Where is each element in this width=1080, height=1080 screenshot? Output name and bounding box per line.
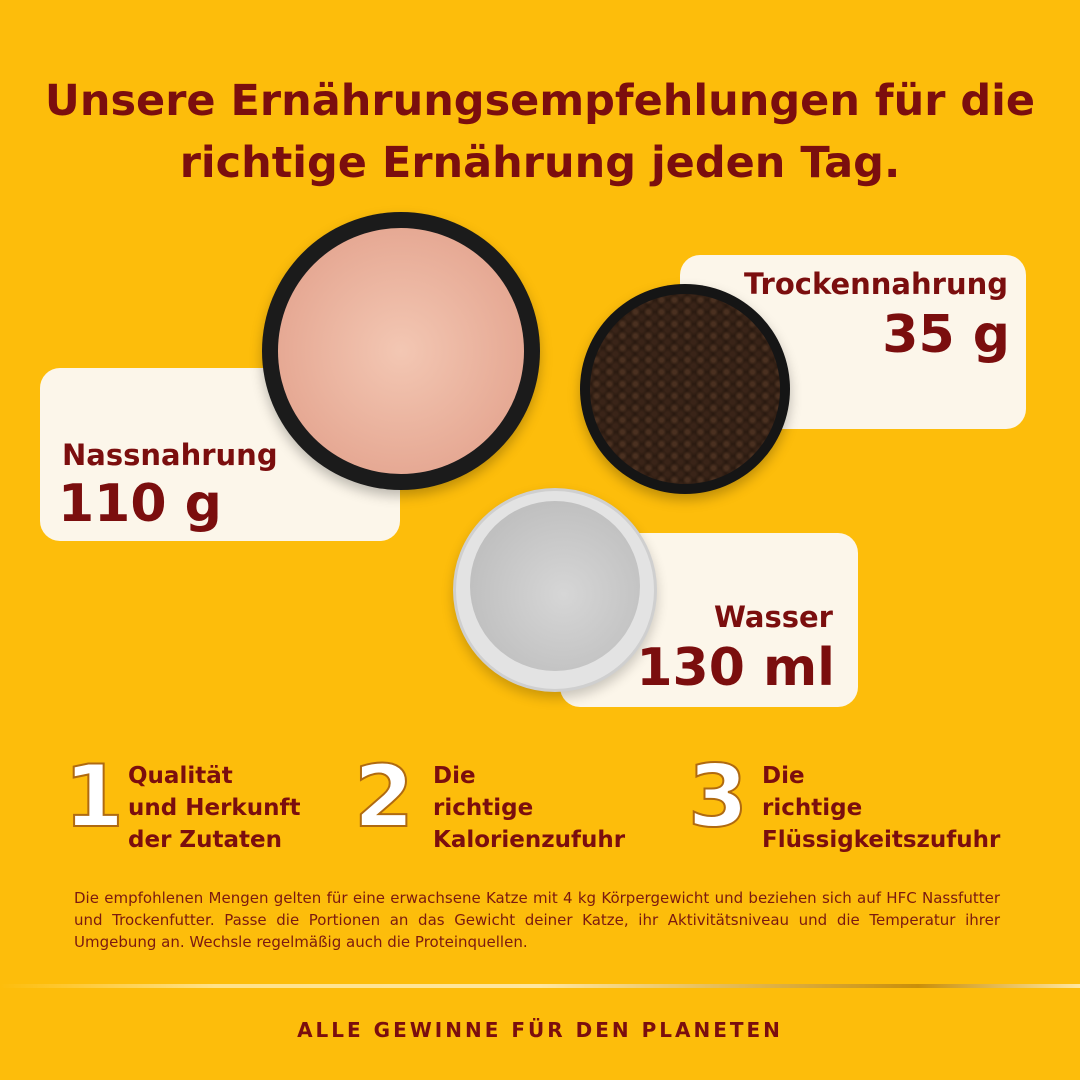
water-label: Wasser [713,600,833,634]
point-line: Die [433,763,476,789]
title-line-2: richtige Ernährung jeden Tag. [179,138,901,188]
point-text-2: Die richtige Kalorienzufuhr [433,760,625,856]
divider [0,984,1080,988]
disclaimer-text: Die empfohlenen Mengen gelten für eine e… [74,889,1000,951]
point-line: richtige [433,795,534,821]
dry-food-bowl-image [580,284,790,494]
point-line: der Zutaten [128,827,282,853]
water-bowl-image [453,488,657,692]
point-text-3: Die richtige Flüssigkeitszufuhr [762,760,1000,856]
page-title: Unsere Ernährungsempfehlungen für die ri… [0,70,1080,194]
dry-food-label: Trockennahrung [743,267,1008,301]
dry-food-amount: 35 g [882,305,1010,365]
point-line: richtige [762,795,863,821]
point-line: Flüssigkeitszufuhr [762,827,1001,853]
point-number-2: 2 [353,747,415,847]
point-text-1: Qualität und Herkunft der Zutaten [128,760,300,856]
title-line-1: Unsere Ernährungsempfehlungen für die [44,76,1036,126]
point-line: Die [762,763,805,789]
footer-slogan: ALLE GEWINNE FÜR DEN PLANETEN [297,1018,783,1042]
point-line: Qualität [128,763,233,789]
point-number-1: 1 [63,747,125,847]
wet-food-label: Nassnahrung [62,438,278,472]
point-line: und Herkunft [128,795,301,821]
wet-food-amount: 110 g [58,474,222,534]
point-line: Kalorienzufuhr [433,827,626,853]
wet-food-bowl-image [262,212,540,490]
water-amount: 130 ml [636,638,835,698]
point-number-3: 3 [687,747,749,847]
